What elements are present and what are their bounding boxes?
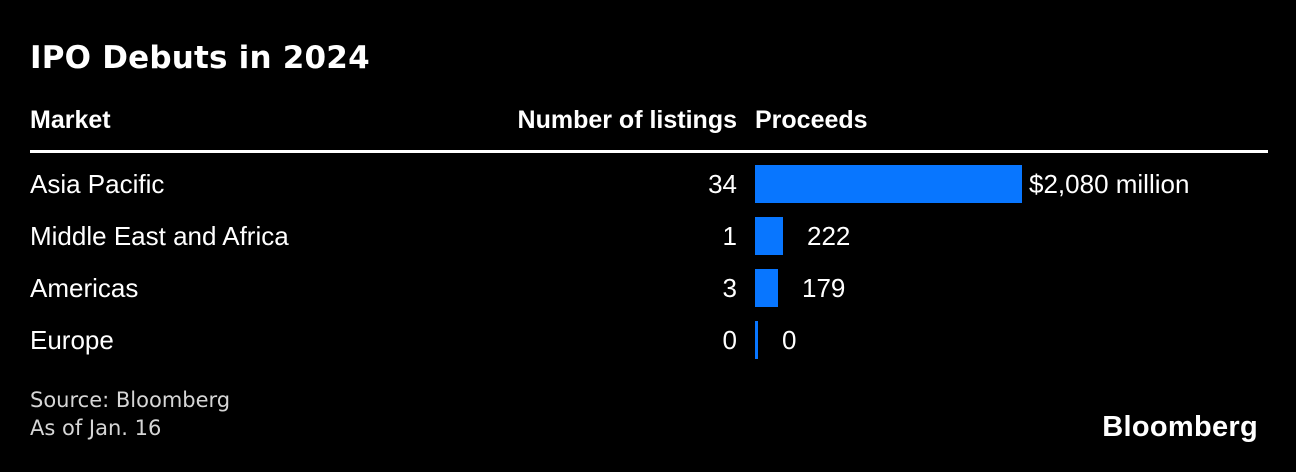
source-note: Source: Bloomberg As of Jan. 16 (30, 386, 230, 442)
chart-title: IPO Debuts in 2024 (30, 40, 370, 76)
proceeds-bar (755, 165, 1022, 203)
proceeds-value-label: $2,080 million (1029, 168, 1190, 199)
bloomberg-logo: Bloomberg (1102, 411, 1258, 443)
proceeds-value-label: 222 (807, 220, 851, 251)
market-label: Asia Pacific (30, 168, 165, 199)
proceeds-bar (755, 269, 778, 307)
table-row: Europe 0 0 (30, 314, 1268, 366)
column-header-listings: Number of listings (517, 106, 737, 134)
listings-value: 0 (722, 324, 737, 355)
proceeds-value-label: 179 (802, 272, 846, 303)
market-label: Americas (30, 272, 139, 303)
market-label: Middle East and Africa (30, 220, 289, 251)
source-line: Source: Bloomberg (30, 388, 231, 412)
column-header-market: Market (30, 106, 111, 134)
column-header-proceeds: Proceeds (755, 106, 868, 134)
proceeds-value-label: 0 (782, 324, 797, 355)
market-label: Europe (30, 324, 114, 355)
header-divider (30, 150, 1268, 153)
table-row: Middle East and Africa 1 222 (30, 210, 1268, 262)
proceeds-bar (755, 321, 758, 359)
listings-value: 3 (722, 272, 737, 303)
listings-value: 34 (708, 168, 737, 199)
listings-value: 1 (722, 220, 737, 251)
table-body: Asia Pacific 34 $2,080 million Middle Ea… (30, 158, 1268, 366)
table-header: Market Number of listings Proceeds (30, 106, 1268, 135)
as-of-line: As of Jan. 16 (30, 416, 162, 440)
table-row: Americas 3 179 (30, 262, 1268, 314)
proceeds-bar (755, 217, 783, 255)
table-row: Asia Pacific 34 $2,080 million (30, 158, 1268, 210)
